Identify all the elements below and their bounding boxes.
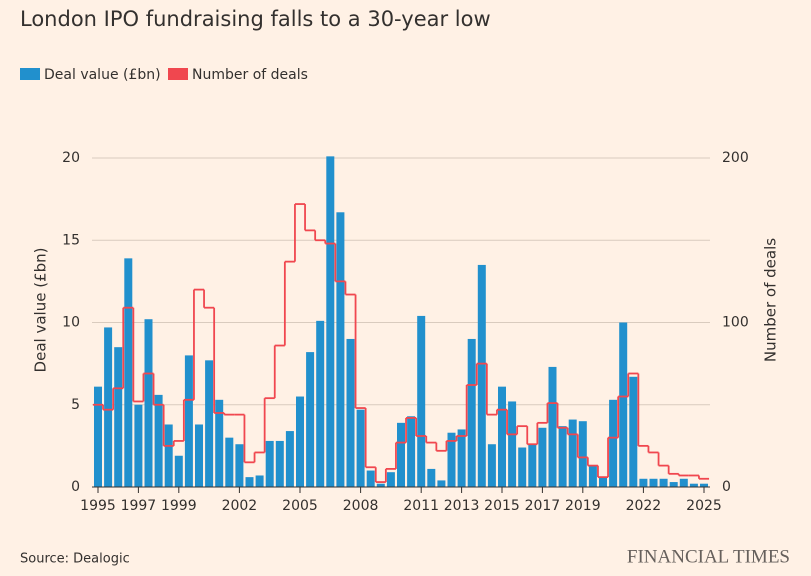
bar — [225, 437, 234, 487]
y2-axis-title: Number of deals — [762, 238, 780, 362]
bar — [134, 404, 143, 487]
bar — [518, 447, 527, 487]
bar — [285, 431, 294, 487]
bar — [205, 360, 214, 487]
bar — [164, 424, 173, 487]
bar — [538, 427, 547, 487]
bar — [437, 480, 446, 487]
bar — [356, 409, 365, 487]
bar — [659, 478, 668, 487]
bar — [104, 327, 113, 487]
legend-label: Deal value (£bn) — [44, 67, 161, 83]
y-axis-title: Deal value (£bn) — [32, 248, 50, 373]
bar — [184, 355, 193, 487]
bar — [245, 477, 254, 487]
bar — [94, 386, 102, 487]
x-tick-label: 2017 — [525, 498, 561, 514]
x-tick-label: 2015 — [484, 498, 520, 514]
bar — [336, 212, 345, 487]
bar — [498, 386, 506, 487]
chart-title: London IPO fundraising falls to a 30-yea… — [20, 7, 491, 31]
y-tick-label: 0 — [71, 479, 80, 495]
legend-label: Number of deals — [192, 67, 308, 83]
bar — [609, 399, 618, 487]
bar — [346, 338, 355, 487]
bar — [427, 468, 436, 487]
x-tick-label: 1995 — [80, 498, 116, 514]
bar — [195, 424, 203, 487]
bar — [255, 475, 264, 487]
bar — [467, 338, 476, 487]
bar — [649, 478, 658, 487]
y2-tick-label: 0 — [722, 479, 731, 495]
x-tick-label: 2019 — [565, 498, 601, 514]
bar — [144, 319, 153, 487]
y2-tick-label: 100 — [722, 315, 749, 331]
bar — [568, 419, 577, 487]
legend-swatch — [168, 68, 188, 80]
bar — [124, 258, 133, 487]
y-tick-label: 5 — [71, 397, 80, 413]
y-tick-label: 20 — [62, 150, 80, 166]
bar — [306, 352, 315, 487]
x-tick-label: 2008 — [343, 498, 379, 514]
bar — [376, 483, 385, 487]
x-tick-label: 2013 — [444, 498, 480, 514]
bar — [629, 376, 638, 487]
x-tick-label: 2022 — [626, 498, 662, 514]
bar — [487, 444, 496, 487]
x-tick-label: 1997 — [121, 498, 157, 514]
bar — [235, 444, 244, 487]
bar — [386, 472, 395, 487]
x-tick-label: 2025 — [686, 498, 722, 514]
bar — [174, 455, 183, 487]
bar — [477, 264, 486, 487]
bar — [275, 440, 284, 487]
bar — [599, 477, 607, 487]
bar — [215, 399, 224, 487]
bar — [528, 444, 537, 487]
bar — [588, 465, 597, 487]
bar — [316, 320, 325, 487]
bar — [397, 422, 405, 487]
bar — [407, 416, 416, 487]
y-tick-label: 15 — [62, 232, 80, 248]
bar — [508, 401, 517, 487]
logo: FINANCIAL TIMES — [627, 546, 790, 567]
y-tick-label: 10 — [62, 315, 80, 331]
bar — [669, 482, 678, 487]
x-tick-label: 2002 — [222, 498, 258, 514]
legend-swatch — [20, 68, 40, 80]
bar — [700, 483, 708, 487]
bar — [689, 483, 698, 487]
x-tick-label: 2005 — [282, 498, 318, 514]
bar — [447, 432, 456, 487]
bar — [679, 478, 688, 487]
bar — [265, 440, 274, 487]
bar — [619, 322, 628, 487]
bar — [326, 156, 335, 488]
bar — [296, 396, 304, 487]
x-tick-label: 1999 — [161, 498, 197, 514]
bar — [457, 429, 466, 487]
bar — [639, 478, 648, 487]
y2-tick-label: 200 — [722, 150, 749, 166]
bar — [578, 421, 587, 487]
bar — [154, 394, 163, 487]
x-tick-label: 2011 — [403, 498, 439, 514]
source: Source: Dealogic — [20, 552, 130, 567]
bar — [114, 347, 123, 487]
bar — [417, 315, 426, 487]
bar — [366, 470, 375, 487]
bar — [558, 426, 567, 487]
bar — [548, 366, 557, 487]
